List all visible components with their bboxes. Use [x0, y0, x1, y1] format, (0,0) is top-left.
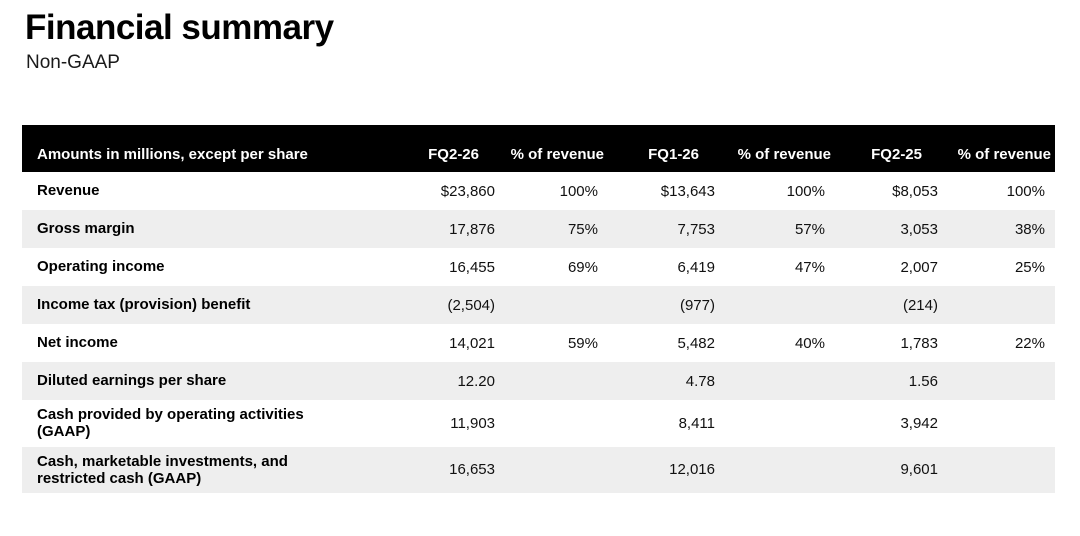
cell-value: 22%: [1014, 334, 1045, 352]
row-label-cell: Cash, marketable investments, and restri…: [22, 447, 402, 494]
table-header: Amounts in millions, except per share FQ2…: [22, 125, 1055, 172]
cell-value: 7,753: [677, 220, 715, 238]
cell-value: 8,411: [678, 414, 715, 432]
row-label: Diluted earnings per share: [37, 372, 227, 390]
cell-value: 47%: [794, 258, 825, 276]
column-header-label: Amounts in millions, except per share: [22, 125, 402, 172]
financial-summary-table: Amounts in millions, except per share FQ2…: [22, 125, 1055, 493]
table-row: Operating income 16,455 69% 6,419 47% 2,007 25…: [22, 248, 1055, 286]
row-label-cell: Diluted earnings per share: [22, 362, 402, 400]
row-label-cell: Gross margin: [22, 210, 402, 248]
cell-value: 3,942: [900, 414, 938, 432]
cell-value: $13,643: [660, 182, 715, 200]
cell-value: 16,455: [449, 258, 495, 276]
cell-value: 75%: [567, 220, 598, 238]
table-row: Diluted earnings per share 12.20 4.78 1.56: [22, 362, 1055, 400]
table-row: Revenue $23,860 100% $13,643 100% $8,053 100%: [22, 172, 1055, 210]
cell-value: [505, 447, 608, 494]
cell-value: (2,504): [447, 296, 495, 314]
table-header-row: Amounts in millions, except per share FQ2…: [22, 125, 1055, 172]
column-header-3: FQ1-26: [608, 125, 725, 172]
cell-value: 100%: [559, 182, 598, 200]
row-label-cell: Revenue: [22, 172, 402, 210]
cell-value: 100%: [786, 182, 825, 200]
cell-value: 17,876: [449, 220, 495, 238]
cell-value: 57%: [794, 220, 825, 238]
cell-value: [948, 362, 1055, 400]
cell-value: [725, 447, 835, 494]
cell-value: 2,007: [900, 258, 938, 276]
cell-value: 5,482: [677, 334, 715, 352]
cell-value: [725, 400, 835, 447]
table-row: Net income 14,021 59% 5,482 40% 1,783 22%: [22, 324, 1055, 362]
table-row: Gross margin 17,876 75% 7,753 57% 3,053 38%: [22, 210, 1055, 248]
cell-value: [505, 286, 608, 324]
row-label: Net income: [37, 334, 118, 352]
column-header-5: FQ2-25: [835, 125, 948, 172]
cell-value: 16,653: [449, 461, 495, 479]
row-label: Cash provided by operating activities (G…: [37, 406, 304, 441]
row-label-cell: Net income: [22, 324, 402, 362]
cell-value: [505, 400, 608, 447]
row-label: Revenue: [37, 182, 100, 200]
cell-value: 11,903: [450, 414, 495, 432]
cell-value: 3,053: [900, 220, 938, 238]
column-header-6: % of revenue: [948, 125, 1055, 172]
table-body: Revenue $23,860 100% $13,643 100% $8,053 100% G…: [22, 172, 1055, 493]
cell-value: (214): [902, 296, 938, 314]
cell-value: $23,860: [440, 182, 495, 200]
column-header-4: % of revenue: [725, 125, 835, 172]
cell-value: [505, 362, 608, 400]
row-label-cell: Operating income: [22, 248, 402, 286]
cell-value: $8,053: [892, 182, 938, 200]
cell-value: 59%: [567, 334, 598, 352]
cell-value: [725, 286, 835, 324]
cell-value: 12,016: [669, 461, 715, 479]
cell-value: 1,783: [900, 334, 938, 352]
cell-value: 100%: [1006, 182, 1045, 200]
row-label: Operating income: [37, 258, 165, 276]
row-label: Income tax (provision) benefit: [37, 296, 251, 314]
row-label-cell: Income tax (provision) benefit: [22, 286, 402, 324]
cell-value: 6,419: [677, 258, 715, 276]
cell-value: 1.56: [908, 372, 938, 390]
cell-value: 12.20: [457, 372, 495, 390]
table-row: Cash provided by operating activities (G…: [22, 400, 1055, 447]
cell-value: (977): [679, 296, 715, 314]
cell-value: [948, 400, 1055, 447]
table-row: Cash, marketable investments, and restri…: [22, 446, 1055, 494]
cell-value: [948, 286, 1055, 324]
page-title: Financial summary: [25, 8, 334, 47]
row-label-cell: Cash provided by operating activities (G…: [22, 400, 402, 447]
cell-value: 14,021: [449, 334, 495, 352]
cell-value: [725, 362, 835, 400]
cell-value: 9,601: [900, 461, 938, 479]
row-label: Gross margin: [37, 220, 135, 238]
column-header-2: % of revenue: [505, 125, 608, 172]
table-row: Income tax (provision) benefit (2,504) (97…: [22, 286, 1055, 324]
page-subtitle: Non-GAAP: [26, 52, 120, 73]
cell-value: 40%: [794, 334, 825, 352]
cell-value: 69%: [567, 258, 598, 276]
cell-value: [948, 447, 1055, 494]
cell-value: 4.78: [685, 372, 715, 390]
cell-value: 38%: [1014, 220, 1045, 238]
cell-value: 25%: [1014, 258, 1045, 276]
column-header-1: FQ2-26: [402, 125, 505, 172]
row-label: Cash, marketable investments, and restri…: [37, 452, 288, 487]
